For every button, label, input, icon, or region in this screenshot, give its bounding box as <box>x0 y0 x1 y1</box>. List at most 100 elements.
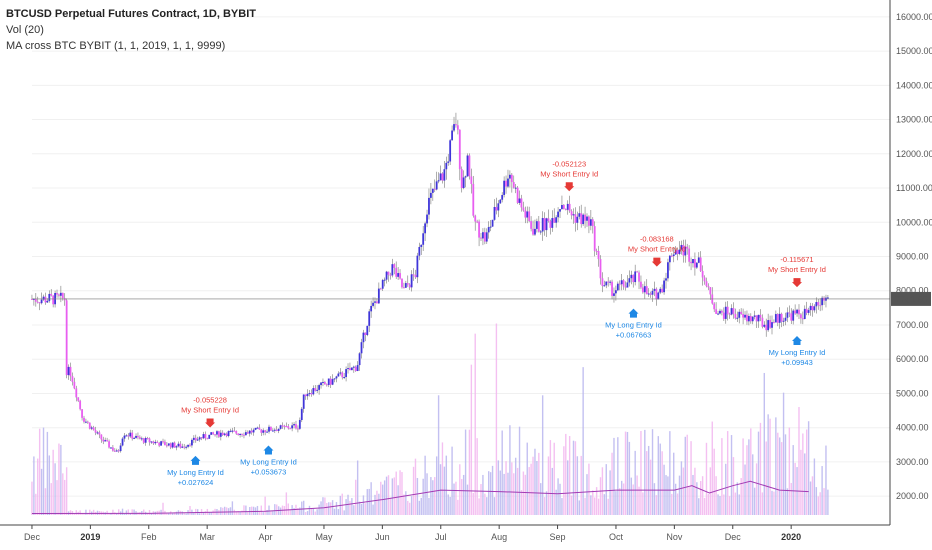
candle-body <box>370 305 373 312</box>
candle-body <box>31 298 33 300</box>
candle-body <box>726 306 729 314</box>
volume-bar <box>603 494 606 515</box>
candle-body <box>302 394 305 409</box>
volume-bar <box>522 471 525 515</box>
volume-bar <box>744 464 746 515</box>
volume-bar <box>408 502 411 515</box>
candle-body <box>393 264 396 268</box>
volume-bar <box>767 414 769 515</box>
volume-bar <box>505 461 507 515</box>
candle-body <box>252 429 255 433</box>
candle-body <box>310 393 313 395</box>
candle-body <box>204 434 207 439</box>
candle-body <box>553 218 556 223</box>
volume-bar <box>92 509 95 515</box>
candle-body <box>135 435 137 438</box>
volume-bar <box>401 472 403 515</box>
candle-body <box>300 408 303 421</box>
volume-bar <box>112 509 114 515</box>
time-tick-label: Nov <box>666 532 683 542</box>
candle-body <box>453 124 455 131</box>
volume-bar <box>698 498 700 515</box>
volume-bar <box>380 481 382 515</box>
candle-body <box>819 305 822 307</box>
candle-body <box>541 218 544 232</box>
volume-indicator-label[interactable]: Vol (20) <box>6 24 44 36</box>
symbol-title[interactable]: BTCUSD Perpetual Futures Contract, 1D, B… <box>6 8 256 20</box>
volume-bar <box>223 506 226 515</box>
candle-body <box>730 308 733 315</box>
price-tick-label: 7000.00 <box>896 320 929 330</box>
candle-body <box>717 313 719 315</box>
volume-bar <box>638 486 640 515</box>
volume-bar <box>540 483 542 515</box>
volume-bar <box>422 478 424 515</box>
candle-body <box>347 368 349 370</box>
candle-body <box>333 378 336 380</box>
volume-bar <box>472 493 474 515</box>
volume-bar <box>597 498 600 515</box>
volume-bar <box>222 507 224 515</box>
candle-body <box>478 221 480 238</box>
volume-bar <box>568 436 571 515</box>
candle-body <box>295 424 297 429</box>
volume-bar <box>474 333 476 515</box>
candle-body <box>765 324 768 331</box>
volume-bar <box>482 474 484 515</box>
candle-body <box>376 301 378 304</box>
volume-bar <box>565 433 567 515</box>
volume-bar <box>58 443 60 515</box>
candle-body <box>391 264 394 276</box>
time-tick-label: Dec <box>24 532 41 542</box>
candle-body <box>306 393 309 397</box>
candle-body <box>258 427 261 430</box>
candle-body <box>383 279 386 281</box>
volume-bar <box>676 493 679 515</box>
volume-bar <box>208 512 210 515</box>
volume-bar <box>110 513 112 515</box>
candle-body <box>460 169 463 188</box>
volume-bar <box>813 458 816 515</box>
candle-body <box>59 292 62 296</box>
candle-body <box>661 288 664 293</box>
volume-bar <box>123 513 126 515</box>
candle-body <box>520 198 523 208</box>
candle-body <box>36 301 39 303</box>
candle-body <box>277 428 280 431</box>
last-price-badge: 7761.50 <box>891 291 931 306</box>
candle-body <box>212 432 215 435</box>
volume-bar <box>308 505 311 515</box>
volume-bar <box>580 455 582 515</box>
candle-body <box>476 221 479 223</box>
candle-body <box>350 367 353 371</box>
candle-body <box>616 283 619 291</box>
candle-body <box>626 282 629 288</box>
volume-bar <box>166 513 168 515</box>
volume-bar <box>572 440 575 515</box>
candle-body <box>636 271 639 273</box>
strategy-indicator-label[interactable]: MA cross BTC BYBIT (1, 1, 2019, 1, 1, 99… <box>6 40 226 52</box>
candle-body <box>611 281 613 296</box>
candle-body <box>418 246 421 256</box>
candle-body <box>686 246 689 249</box>
signal-label: My Long Entry Id <box>240 458 297 467</box>
candle-body <box>179 443 182 448</box>
volume-bar <box>667 476 669 515</box>
volume-bar <box>455 481 457 515</box>
volume-bar <box>266 509 268 515</box>
volume-bar <box>649 459 652 515</box>
candle-body <box>406 283 409 285</box>
volume-bar <box>343 510 345 515</box>
volume-bar <box>738 494 740 515</box>
volume-bar <box>723 494 725 515</box>
candle-body <box>801 318 804 320</box>
candle-body <box>397 273 400 277</box>
volume-bar <box>337 509 340 515</box>
short-arrow-icon <box>205 418 216 428</box>
candle-body <box>507 178 509 187</box>
volume-bar <box>314 511 316 515</box>
candle-body <box>106 440 109 442</box>
candle-body <box>206 438 209 440</box>
